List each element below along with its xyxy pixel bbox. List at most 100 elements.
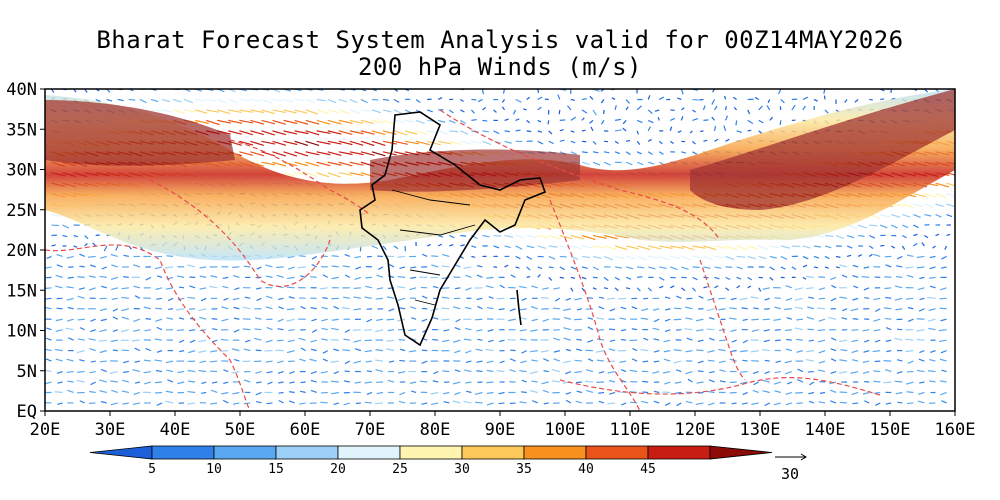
wind-vector (724, 115, 729, 121)
wind-vector (354, 255, 362, 259)
wind-vector (77, 295, 85, 299)
wind-vector (559, 245, 570, 248)
lon-label: 120E (675, 420, 716, 440)
wind-vector (95, 98, 101, 102)
wind-vector (453, 339, 461, 343)
wind-vector (526, 255, 533, 260)
wind-vector (366, 308, 373, 310)
wind-vector (581, 266, 588, 269)
wind-vector (189, 339, 196, 344)
wind-vector (338, 172, 353, 176)
wind-vector (250, 140, 264, 147)
jet-maximum-west (45, 100, 235, 166)
wind-vector (487, 329, 494, 332)
wind-vector (592, 140, 597, 145)
wind-vector (438, 140, 451, 145)
wind-vector (607, 370, 616, 374)
wind-vector (265, 339, 273, 343)
wind-vector (780, 255, 788, 260)
wind-vector (305, 151, 320, 156)
wind-vector (54, 348, 63, 352)
wind-vector (654, 109, 660, 112)
wind-vector (600, 120, 605, 125)
wind-vector (739, 381, 748, 385)
wind-vector (747, 109, 751, 115)
wind-vector (67, 380, 74, 383)
wind-vector (388, 360, 395, 363)
wind-vector (89, 390, 96, 394)
wind-vector (344, 329, 351, 333)
wind-vector (250, 151, 264, 157)
wind-vector (194, 109, 208, 114)
wind-vector (880, 244, 885, 247)
wind-vector (587, 297, 594, 299)
wind-vector (647, 287, 652, 292)
wind-vector (286, 308, 295, 311)
wind-vector (441, 318, 450, 321)
wind-vector (448, 109, 454, 114)
wind-vector (464, 306, 472, 310)
wind-vector (785, 329, 792, 332)
wind-vector (614, 255, 625, 260)
wind-vector (863, 287, 870, 291)
wind-vector (79, 400, 85, 404)
wind-vector (398, 370, 406, 374)
wind-vector (930, 350, 936, 353)
wind-vector (62, 224, 70, 229)
wind-vector (507, 338, 516, 341)
wind-vector (751, 402, 759, 406)
wind-vector (664, 381, 671, 385)
wind-vector (819, 391, 826, 394)
wind-vector (327, 161, 342, 166)
wind-vector (853, 285, 859, 289)
wind-vector (250, 119, 265, 125)
wind-vector (277, 370, 284, 374)
wind-vector (725, 287, 730, 291)
wind-vector (504, 130, 510, 133)
wind-vector (344, 360, 351, 365)
wind-vector (501, 106, 506, 111)
wind-vector (791, 245, 801, 248)
wind-vector (708, 317, 715, 320)
wind-vector (286, 318, 295, 322)
wind-vector (729, 391, 737, 394)
wind-vector (670, 245, 684, 249)
wind-vector (698, 391, 704, 394)
wind-vector (201, 391, 207, 394)
wind-vector (818, 276, 826, 278)
wind-vector (919, 276, 925, 280)
wind-vector (143, 359, 152, 362)
wind-vector (625, 245, 639, 250)
wind-vector (629, 401, 638, 404)
wind-vector (928, 358, 936, 362)
wind-vector (341, 306, 350, 310)
wind-vector (353, 360, 362, 364)
wind-vector (839, 370, 848, 374)
wind-vector (327, 172, 341, 178)
wind-vector (747, 285, 752, 289)
wind-vector (675, 391, 682, 394)
wind-vector (382, 98, 390, 101)
wind-vector (576, 348, 583, 352)
wind-vector (344, 253, 351, 257)
wind-vector (895, 308, 903, 311)
wind-vector (526, 119, 531, 124)
wind-vector (854, 99, 859, 103)
wind-vector (352, 329, 361, 331)
wind-vector (405, 119, 415, 123)
wind-vector (574, 359, 582, 362)
lat-label: 40N (6, 80, 37, 100)
wind-vector (658, 96, 665, 100)
wind-vector (817, 369, 826, 373)
wind-vector (477, 98, 483, 103)
wind-vector (762, 390, 770, 394)
wind-vector (331, 318, 339, 321)
wind-vector (223, 369, 229, 373)
wind-vector (928, 276, 936, 279)
colorbar: 5 10 15 20 25 30 35 40 45 (89, 445, 773, 477)
wind-vector (830, 358, 837, 362)
wind-vector (56, 264, 63, 268)
wind-vector (640, 317, 649, 320)
wind-vector (785, 402, 793, 406)
wind-vector (45, 297, 52, 300)
